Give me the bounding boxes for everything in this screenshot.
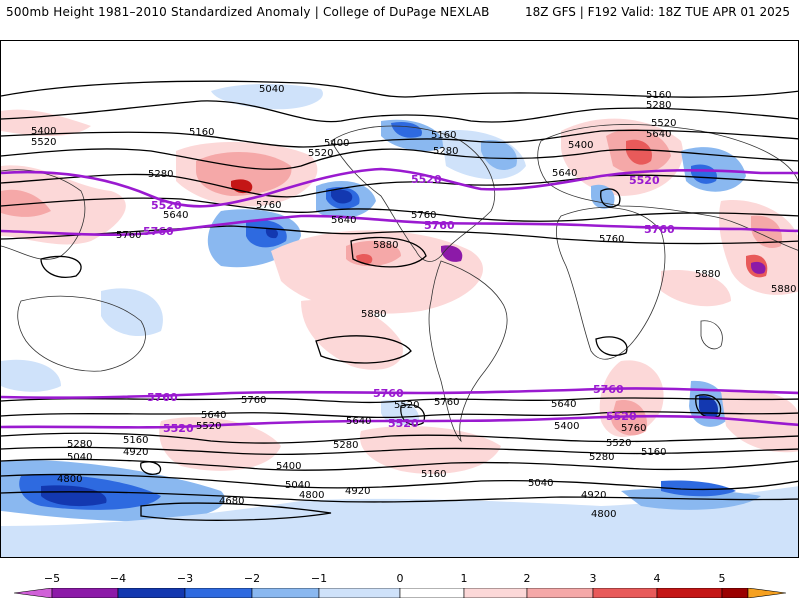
label-5400-e: 5400 <box>276 461 301 472</box>
hl-label-5520-f: 5520 <box>606 410 637 423</box>
label-4920-b: 4920 <box>345 486 370 497</box>
label-5160-f: 5160 <box>421 469 446 480</box>
label-5640-b: 5640 <box>646 129 671 140</box>
label-5400: 5400 <box>31 126 56 137</box>
label-4800: 4800 <box>299 490 324 501</box>
label-5040-d: 5040 <box>528 478 553 489</box>
label-5280-b: 5280 <box>646 100 671 111</box>
label-5280-c: 5280 <box>433 146 458 157</box>
label-5760: 5760 <box>116 230 141 241</box>
label-5640-d: 5640 <box>331 215 356 226</box>
hl-label-5520-c: 5520 <box>629 174 660 187</box>
label-5280-f: 5280 <box>333 440 358 451</box>
colorbar-tick: −3 <box>176 572 194 585</box>
label-5160: 5160 <box>189 127 214 138</box>
hl-label-5760-f: 5760 <box>593 383 624 396</box>
hl-label-5760-e: 5760 <box>373 387 404 400</box>
contour-5520-north <box>1 167 798 208</box>
label-5160-d: 5160 <box>641 447 666 458</box>
height-contours <box>1 80 798 521</box>
hl-label-5520-b: 5520 <box>411 173 442 186</box>
contour-labels: 5040 5160 5280 5400 5520 5640 5760 5880 … <box>31 84 796 520</box>
label-5040: 5040 <box>259 84 284 95</box>
label-5520-c: 5520 <box>308 148 333 159</box>
anomaly-shading <box>1 84 798 557</box>
colorbar-tick: 1 <box>460 572 468 585</box>
label-5880-d: 5880 <box>771 284 796 295</box>
coastlines <box>1 124 798 443</box>
label-4800-c: 4800 <box>57 474 82 485</box>
colorbar-tick: −5 <box>43 572 61 585</box>
hl-label-5760-d: 5760 <box>147 391 178 404</box>
hl-label-5520-e: 5520 <box>388 417 419 430</box>
label-4800-b: 4800 <box>591 509 616 520</box>
map-title: 500mb Height 1981–2010 Standardized Anom… <box>6 5 490 19</box>
colorbar-tick: 3 <box>589 572 597 585</box>
label-5760-g: 5760 <box>621 423 646 434</box>
anomaly-map: 5040 5160 5280 5400 5520 5640 5760 5880 … <box>1 80 798 557</box>
hl-label-5520-a: 5520 <box>151 199 182 212</box>
colorbar: −5 −4 −3 −2 −1 0 1 2 3 4 5 <box>0 570 800 600</box>
hl-label-5760-a: 5760 <box>143 225 174 238</box>
label-5040-c: 5040 <box>285 480 310 491</box>
label-5640-c: 5640 <box>552 168 577 179</box>
label-5280-d: 5280 <box>589 452 614 463</box>
label-4680: 4680 <box>219 496 244 507</box>
colorbar-tick: 4 <box>653 572 661 585</box>
colorbar-tick: 0 <box>396 572 404 585</box>
contour-5520-south <box>1 414 798 429</box>
colorbar-tick: −4 <box>109 572 127 585</box>
contour-5760-north <box>1 214 798 237</box>
label-5280: 5280 <box>148 169 173 180</box>
label-5520-e: 5520 <box>394 400 419 411</box>
hl-label-5520-d: 5520 <box>163 422 194 435</box>
label-5520-b: 5520 <box>651 118 676 129</box>
label-5160-c: 5160 <box>431 130 456 141</box>
label-5640: 5640 <box>163 210 188 221</box>
highlight-labels: 5520 5520 5520 5760 5760 5760 5760 5760 … <box>143 173 675 435</box>
highlight-contours <box>1 167 798 429</box>
label-4920-c: 4920 <box>581 490 606 501</box>
label-5880-b: 5880 <box>361 309 386 320</box>
label-5760-c: 5760 <box>411 210 436 221</box>
label-5520-d: 5520 <box>196 421 221 432</box>
label-5520-f: 5520 <box>606 438 631 449</box>
colorbar-tick: −2 <box>243 572 261 585</box>
label-4920: 4920 <box>123 447 148 458</box>
label-5880-c: 5880 <box>695 269 720 280</box>
hl-label-5760-c: 5760 <box>644 223 675 236</box>
label-5640-f: 5640 <box>346 416 371 427</box>
colorbar-strip <box>14 588 786 598</box>
label-5760-f: 5760 <box>434 397 459 408</box>
label-5400-c: 5400 <box>568 140 593 151</box>
label-5400-b: 5400 <box>324 138 349 149</box>
label-5040-b: 5040 <box>67 452 92 463</box>
label-5640-g: 5640 <box>551 399 576 410</box>
colorbar-tick: −1 <box>310 572 328 585</box>
label-5520: 5520 <box>31 137 56 148</box>
label-5280-e: 5280 <box>67 439 92 450</box>
colorbar-tick: 2 <box>523 572 531 585</box>
label-5760-b: 5760 <box>256 200 281 211</box>
label-5400-d: 5400 <box>554 421 579 432</box>
map-panel: 5040 5160 5280 5400 5520 5640 5760 5880 … <box>0 40 799 558</box>
run-info: 18Z GFS | F192 Valid: 18Z TUE APR 01 202… <box>524 5 790 19</box>
label-5760-d: 5760 <box>599 234 624 245</box>
label-5160-b: 5160 <box>646 90 671 101</box>
contour-5760-south <box>1 387 798 399</box>
hl-label-5760-b: 5760 <box>424 219 455 232</box>
colorbar-tick: 5 <box>718 572 726 585</box>
label-5160-e: 5160 <box>123 435 148 446</box>
label-5640-e: 5640 <box>201 410 226 421</box>
label-5880: 5880 <box>373 240 398 251</box>
label-5760-e: 5760 <box>241 395 266 406</box>
